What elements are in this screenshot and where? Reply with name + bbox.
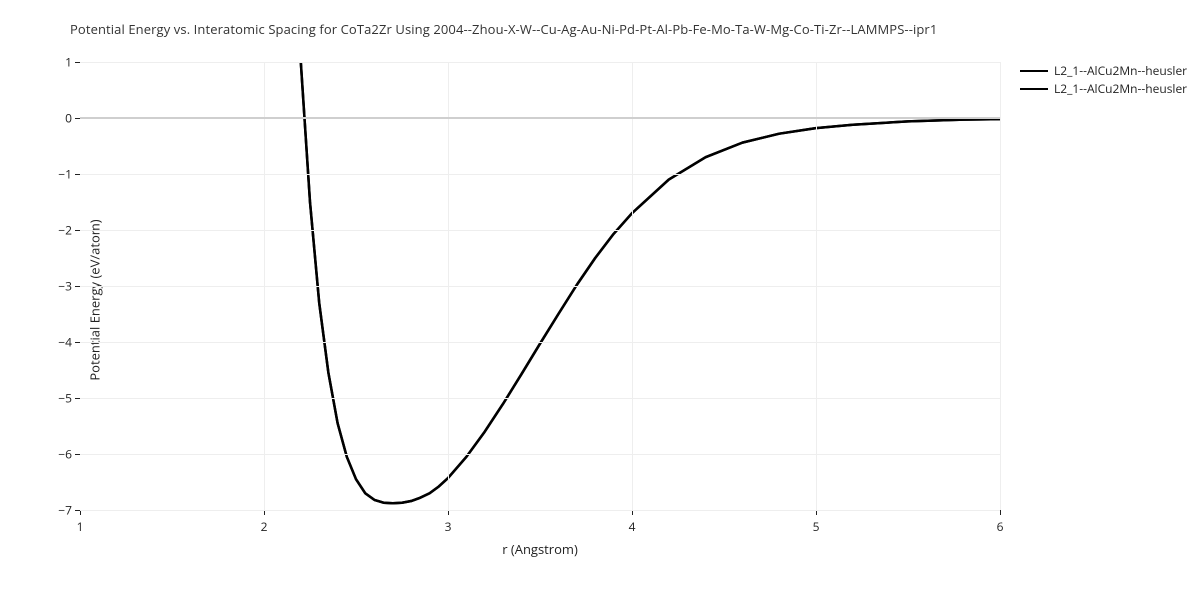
chart-container: Potential Energy vs. Interatomic Spacing… [0, 0, 1200, 600]
y-tick [75, 286, 80, 287]
grid-line-h [80, 62, 1000, 63]
grid-line-h [80, 510, 1000, 511]
y-tick-label: −5 [58, 390, 72, 407]
x-tick-label: 6 [997, 518, 1004, 535]
series-line-1[interactable] [297, 62, 1000, 503]
x-tick-label: 4 [629, 518, 636, 535]
legend-item-1[interactable]: L2_1--AlCu2Mn--heusler [1020, 81, 1187, 97]
legend-swatch-icon [1020, 70, 1048, 72]
x-tick-label: 3 [445, 518, 452, 535]
y-tick [75, 510, 80, 511]
series-line-0[interactable] [297, 62, 1000, 503]
x-tick-label: 2 [261, 518, 268, 535]
grid-line-h [80, 398, 1000, 399]
legend-label: L2_1--AlCu2Mn--heusler [1054, 63, 1187, 79]
y-tick-label: −1 [58, 166, 72, 183]
legend[interactable]: L2_1--AlCu2Mn--heusler L2_1--AlCu2Mn--heu… [1020, 63, 1187, 99]
grid-line-h [80, 454, 1000, 455]
grid-line-v [1000, 62, 1001, 510]
x-tick-label: 5 [813, 518, 820, 535]
y-tick-label: 1 [65, 54, 72, 71]
x-tick [1000, 510, 1001, 515]
chart-title: Potential Energy vs. Interatomic Spacing… [70, 20, 937, 38]
legend-swatch-icon [1020, 88, 1048, 90]
y-tick-label: 0 [65, 110, 72, 127]
y-tick-label: −4 [58, 334, 72, 351]
plot-area[interactable]: 123456−7−6−5−4−3−2−101 [80, 62, 1000, 510]
y-tick [75, 454, 80, 455]
y-tick-label: −3 [58, 278, 72, 295]
y-tick [75, 230, 80, 231]
grid-line-h [80, 174, 1000, 175]
legend-item-0[interactable]: L2_1--AlCu2Mn--heusler [1020, 63, 1187, 79]
x-tick-label: 1 [77, 518, 84, 535]
x-axis-title: r (Angstrom) [502, 540, 578, 558]
y-tick [75, 174, 80, 175]
y-tick [75, 342, 80, 343]
y-tick-label: −6 [58, 446, 72, 463]
zero-line [80, 117, 1000, 119]
y-tick [75, 398, 80, 399]
grid-line-h [80, 230, 1000, 231]
y-tick-label: −2 [58, 222, 72, 239]
y-tick [75, 62, 80, 63]
y-tick-label: −7 [58, 502, 72, 519]
grid-line-h [80, 286, 1000, 287]
legend-label: L2_1--AlCu2Mn--heusler [1054, 81, 1187, 97]
grid-line-h [80, 342, 1000, 343]
